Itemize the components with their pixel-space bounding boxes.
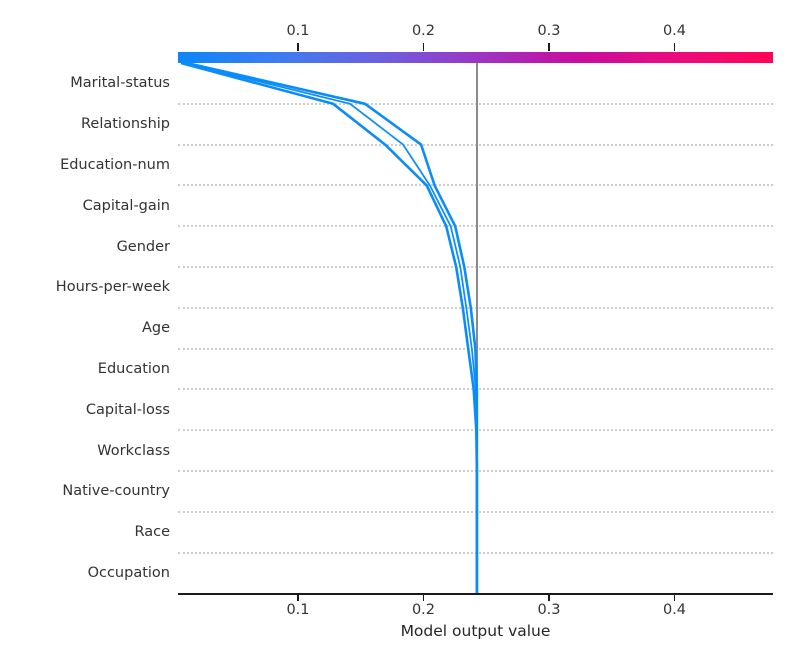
x-axis-tick-mark (673, 594, 676, 601)
gridline (178, 551, 773, 554)
colorbar-tick-mark (548, 43, 550, 51)
feature-label-age: Age (141, 320, 170, 337)
gridline (178, 225, 773, 228)
feature-label-gender: Gender (116, 238, 170, 255)
feature-label-marital-status: Marital-status (70, 75, 170, 92)
x-axis-title: Model output value (400, 622, 551, 640)
x-axis-tick-mark (297, 594, 299, 601)
colorbar-tick-mark (422, 43, 425, 51)
base-value-line (475, 63, 478, 594)
gridline (178, 265, 773, 268)
gridline (178, 184, 773, 187)
x-axis-tick-mark (548, 594, 550, 601)
colorbar-tick-label: 0.2 (411, 23, 435, 39)
gridline (178, 510, 773, 513)
colorbar-tick-label: 0.1 (286, 23, 310, 39)
feature-label-race: Race (134, 524, 170, 541)
x-axis-line (178, 593, 773, 595)
x-axis-tick-label: 0.3 (537, 602, 561, 618)
x-axis-tick-label: 0.4 (662, 602, 686, 618)
gridline (178, 102, 773, 105)
feature-label-capital-gain: Capital-gain (82, 197, 170, 214)
decision-line-observation-2 (183, 62, 478, 594)
feature-label-native-country: Native-country (62, 483, 170, 500)
feature-label-education-num: Education-num (60, 156, 170, 173)
colorbar-tick-label: 0.4 (662, 23, 686, 39)
model-output-colorbar (178, 52, 773, 63)
colorbar-tick-mark (673, 43, 676, 51)
x-axis-tick-label: 0.2 (411, 602, 435, 618)
feature-label-relationship: Relationship (80, 116, 170, 133)
feature-label-hours-per-week: Hours-per-week (55, 279, 170, 296)
gridline (178, 306, 773, 309)
gridline (178, 143, 773, 146)
gridline (178, 469, 773, 472)
decision-line-observation-3 (186, 61, 479, 594)
x-axis-tick-mark (422, 594, 425, 601)
x-axis-tick-label: 0.1 (286, 602, 310, 618)
feature-label-occupation: Occupation (87, 564, 170, 581)
feature-label-workclass: Workclass (97, 442, 170, 459)
colorbar-tick-mark (297, 43, 299, 51)
decision-line-observation-1 (180, 61, 479, 594)
colorbar-tick-label: 0.3 (537, 23, 561, 39)
feature-label-education: Education (97, 360, 170, 377)
feature-label-capital-loss: Capital-loss (85, 401, 170, 418)
